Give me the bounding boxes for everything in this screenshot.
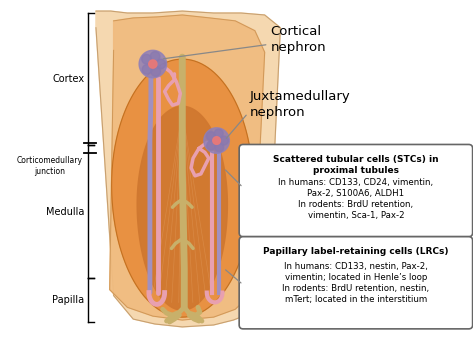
Polygon shape — [219, 136, 228, 145]
Polygon shape — [112, 59, 253, 317]
Polygon shape — [96, 11, 280, 327]
FancyBboxPatch shape — [239, 145, 473, 237]
Polygon shape — [204, 128, 229, 153]
Polygon shape — [109, 15, 264, 320]
Text: Juxtamedullary
nephron: Juxtamedullary nephron — [250, 90, 351, 119]
Text: Papilla: Papilla — [52, 295, 84, 305]
Polygon shape — [206, 132, 215, 141]
Polygon shape — [139, 50, 166, 78]
Text: In humans: CD133, nestin, Pax-2,
vimentin; located in Henle’s loop
In rodents: B: In humans: CD133, nestin, Pax-2, vimenti… — [283, 262, 429, 304]
Polygon shape — [156, 59, 165, 69]
Polygon shape — [207, 141, 216, 150]
Polygon shape — [215, 143, 224, 152]
Polygon shape — [151, 67, 161, 76]
Polygon shape — [142, 54, 151, 64]
Text: Scattered tubular cells (STCs) in
proximal tubules: Scattered tubular cells (STCs) in proxim… — [273, 155, 439, 175]
Text: Cortex: Cortex — [52, 74, 84, 84]
Text: In humans: CD133, CD24, vimentin,
Pax-2, S100A6, ALDH1
In rodents: BrdU retentio: In humans: CD133, CD24, vimentin, Pax-2,… — [278, 178, 433, 220]
Text: Papillary label-retaining cells (LRCs): Papillary label-retaining cells (LRCs) — [263, 247, 448, 256]
Polygon shape — [142, 65, 152, 74]
Text: Cortical
nephron: Cortical nephron — [271, 25, 326, 54]
Polygon shape — [214, 129, 223, 138]
Polygon shape — [137, 106, 228, 310]
Polygon shape — [149, 60, 157, 68]
Polygon shape — [213, 137, 220, 144]
Polygon shape — [150, 52, 160, 61]
Text: Corticomedullary
junction: Corticomedullary junction — [16, 156, 82, 176]
Text: Medulla: Medulla — [46, 207, 84, 217]
FancyBboxPatch shape — [239, 237, 473, 329]
